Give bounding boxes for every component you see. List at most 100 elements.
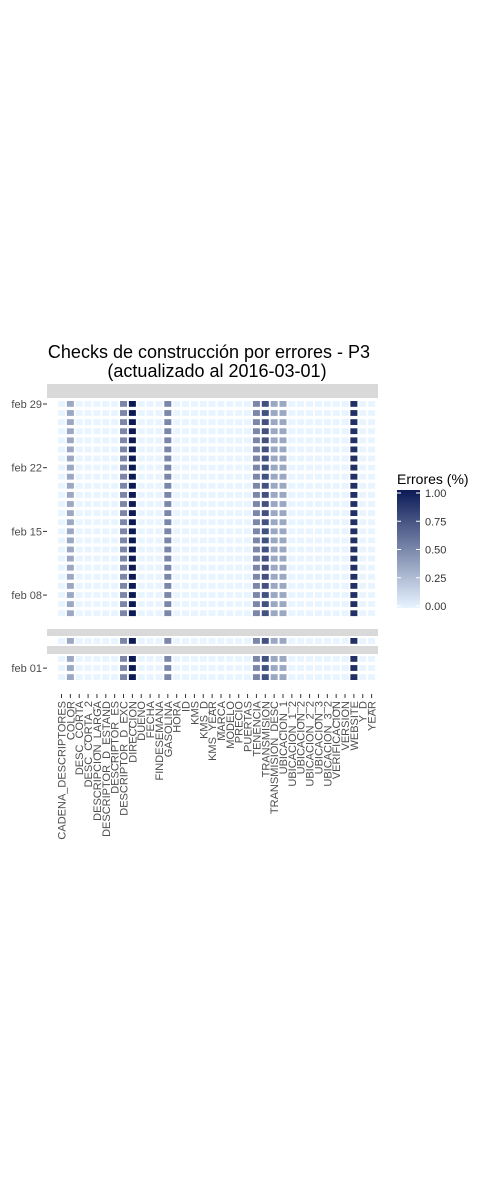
heatmap-cell: [58, 546, 65, 553]
heatmap-cell: [164, 573, 172, 580]
heatmap-cell: [226, 638, 234, 644]
heatmap-cell: [58, 482, 65, 489]
heatmap-cell: [359, 501, 367, 507]
heatmap-cell: [359, 638, 367, 644]
heatmap-cell: [199, 592, 207, 598]
heatmap-cell: [155, 501, 163, 507]
heatmap-cell: [84, 401, 92, 407]
heatmap-cell: [359, 464, 367, 471]
heatmap-cell: [155, 583, 163, 589]
heatmap-cell: [288, 592, 296, 598]
heatmap-cell: [155, 492, 163, 498]
heatmap-cell: [323, 446, 331, 453]
heatmap-cell: [75, 401, 83, 407]
heatmap-cell: [111, 401, 119, 407]
heatmap-cell: [102, 510, 110, 516]
x-tick-label: UBICACION_3_2: [322, 701, 334, 787]
heatmap-cell: [350, 573, 358, 580]
heatmap-cell: [190, 446, 198, 453]
heatmap-cell: [306, 656, 314, 662]
heatmap-cell: [111, 546, 119, 553]
x-tick-label: Y_D: [358, 701, 370, 722]
heatmap-cell: [261, 555, 269, 562]
heatmap-cell: [111, 573, 119, 580]
heatmap-cell: [173, 537, 181, 544]
heatmap-cell: [226, 555, 234, 562]
heatmap-cell: [314, 610, 322, 617]
heatmap-cell: [208, 510, 216, 516]
heatmap-cell: [368, 446, 376, 453]
heatmap-cell: [297, 546, 305, 553]
heatmap-cell: [173, 428, 181, 435]
heatmap-cell: [270, 610, 278, 617]
heatmap-cell: [164, 464, 172, 471]
heatmap-cell: [173, 519, 181, 526]
heatmap-cell: [146, 428, 154, 435]
heatmap-cell: [66, 419, 74, 425]
heatmap-cell: [279, 437, 287, 444]
heatmap-cell: [297, 473, 305, 480]
heatmap-cell: [350, 528, 358, 535]
heatmap-cell: [226, 610, 234, 617]
heatmap-cell: [350, 401, 358, 407]
heatmap-cell: [208, 564, 216, 571]
heatmap-cell: [368, 401, 376, 407]
heatmap-cell: [217, 564, 225, 571]
heatmap-cell: [323, 437, 331, 444]
heatmap-cell: [341, 492, 349, 498]
heatmap-cell: [164, 555, 172, 562]
heatmap-cell: [146, 537, 154, 544]
heatmap-cell: [199, 555, 207, 562]
heatmap-cell: [341, 455, 349, 462]
heatmap-cell: [359, 573, 367, 580]
heatmap-cell: [155, 473, 163, 480]
heatmap-cell: [261, 601, 269, 607]
heatmap-cell: [288, 519, 296, 526]
heatmap-cell: [244, 537, 252, 544]
heatmap-cell: [120, 573, 128, 580]
heatmap-cell: [244, 638, 252, 644]
heatmap-cell: [75, 665, 83, 671]
x-tick-label: CADENA_DESCRIPTORES: [57, 701, 69, 840]
heatmap-cell: [173, 501, 181, 507]
heatmap-cell: [93, 482, 101, 489]
heatmap-cell: [102, 437, 110, 444]
heatmap-cell: [306, 528, 314, 535]
heatmap-cell: [279, 610, 287, 617]
heatmap-cell: [199, 419, 207, 425]
heatmap-cell: [58, 419, 65, 425]
heatmap-cell: [102, 638, 110, 644]
heatmap-cell: [111, 564, 119, 571]
heatmap-cell: [75, 583, 83, 589]
heatmap-cell: [102, 492, 110, 498]
heatmap-cell: [306, 573, 314, 580]
heatmap-cell: [261, 401, 269, 407]
heatmap-cell: [368, 492, 376, 498]
heatmap-cell: [341, 638, 349, 644]
heatmap-cell: [190, 674, 198, 680]
heatmap-cell: [199, 601, 207, 607]
heatmap-cell: [111, 638, 119, 644]
heatmap-cell: [93, 428, 101, 435]
heatmap-cell: [244, 492, 252, 498]
heatmap-cell: [58, 674, 65, 680]
heatmap-cell: [155, 510, 163, 516]
heatmap-cell: [341, 583, 349, 589]
heatmap-cell: [244, 528, 252, 535]
chart-subtitle: (actualizado al 2016-03-01): [107, 361, 326, 381]
heatmap-cell: [235, 583, 243, 589]
heatmap-cell: [137, 437, 145, 444]
heatmap-cell: [182, 665, 190, 671]
heatmap-cell: [350, 492, 358, 498]
heatmap-cell: [102, 473, 110, 480]
heatmap-cell: [341, 555, 349, 562]
heatmap-cell: [93, 564, 101, 571]
heatmap-cell: [128, 537, 136, 544]
heatmap-cell: [314, 519, 322, 526]
heatmap-cell: [270, 564, 278, 571]
heatmap-cell: [120, 482, 128, 489]
heatmap-cell: [359, 528, 367, 535]
heatmap-cell: [297, 573, 305, 580]
heatmap-cell: [306, 492, 314, 498]
heatmap-cell: [323, 555, 331, 562]
